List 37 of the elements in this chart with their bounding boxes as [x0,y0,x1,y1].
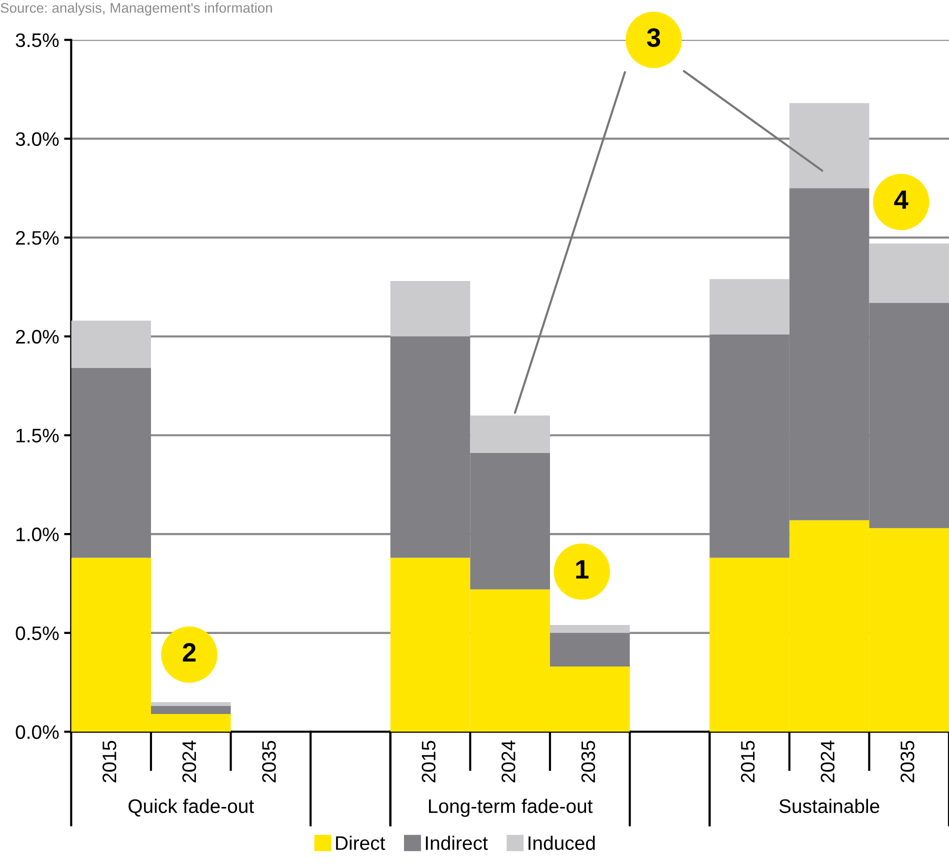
y-tick-label: 2.0% [16,330,59,344]
bar [71,320,151,368]
y-tick-label: 1.0% [16,528,59,542]
x-tick-label: 2035 [581,740,596,782]
y-tick-label: 0.5% [16,626,59,640]
bar [550,625,630,633]
annotation: 1 [576,560,589,578]
legend-label: Indirect [426,836,488,850]
y-tick-label: 0.0% [16,725,59,739]
bar [150,702,231,706]
x-tick-label: 2015 [422,740,436,782]
legend-label: Induced [528,836,595,850]
annotation: 2 [182,643,196,662]
text: Sustainable [779,798,880,814]
x-tick-label: 2024 [182,740,196,782]
y-tick-label: 3.0% [16,132,59,146]
x-tick-label: 2024 [502,740,516,782]
bar [470,415,550,454]
y-tick-label: 1.5% [16,428,59,442]
x-tick-label: 2035 [900,740,914,782]
text: Long-term fade-out [429,798,593,817]
bar [150,706,231,714]
y-tick-label: 2.5% [16,231,59,245]
source-note: Source: analysis, Management's information [0,2,272,16]
annotation: 4 [894,190,908,209]
bar [869,243,949,303]
legend-label: Direct [336,836,386,850]
bar [710,279,790,334]
bar [390,281,470,336]
y-tick-label: 3.5% [16,33,59,48]
annotation: 3 [647,28,660,48]
text: Quick fade-out [128,798,254,817]
x-tick-label: 2035 [262,740,276,782]
x-tick-label: 2015 [740,740,755,782]
x-tick-label: 2015 [102,740,116,782]
x-tick-label: 2024 [820,740,835,782]
bar [789,103,870,188]
